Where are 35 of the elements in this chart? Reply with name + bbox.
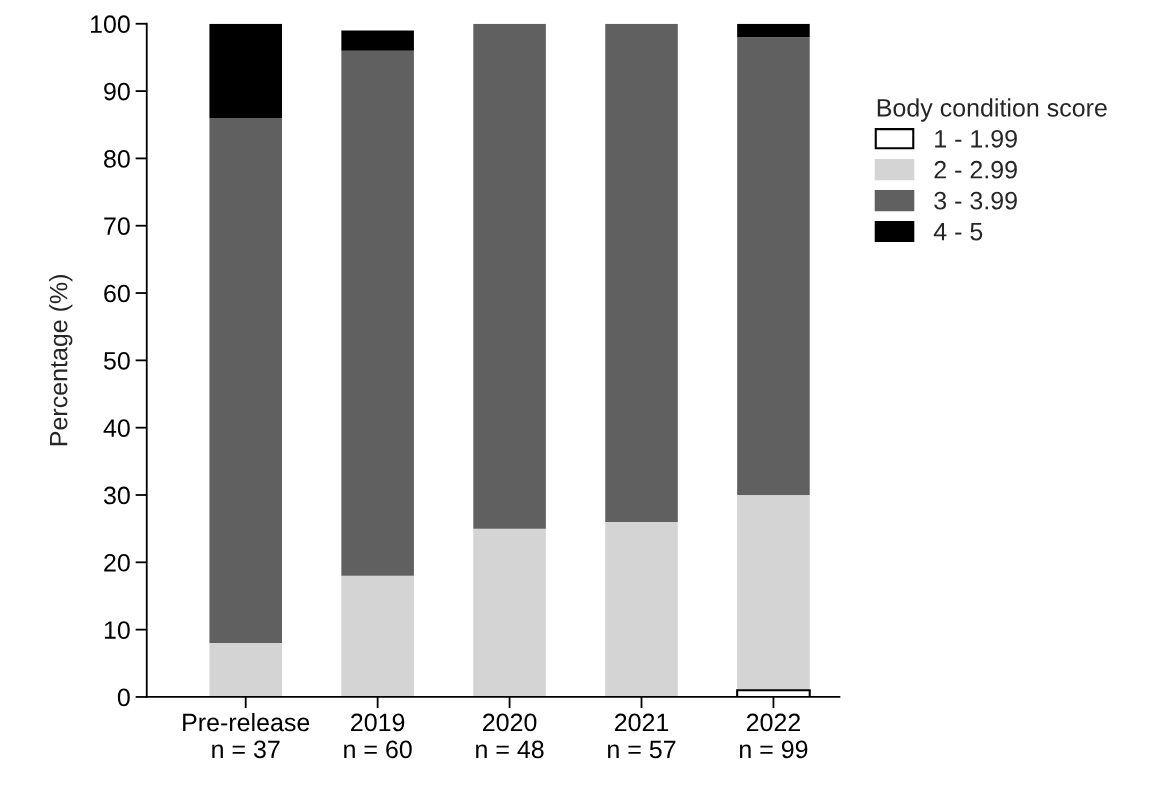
bar [737, 37, 810, 495]
x-tick-label: 2022 n = 99 [740, 713, 808, 759]
y-tick-label: 10 [104, 621, 130, 639]
bar [737, 495, 810, 691]
y-tick-label: 60 [104, 284, 130, 303]
bar [473, 528, 546, 697]
y-tick-label: 40 [103, 419, 130, 437]
y-axis-title: Percentage (%) [49, 275, 73, 446]
y-tick-label: 20 [104, 553, 130, 572]
x-tick-label: 2020 n = 48 [476, 713, 544, 759]
x-tick-label: 2019 n = 60 [344, 713, 412, 759]
bar [209, 643, 282, 697]
bar [605, 521, 678, 697]
y-tick-label: 80 [104, 150, 130, 168]
y-tick-label: 0 [117, 688, 130, 707]
legend-label: 3 - 3.99 [934, 191, 1017, 210]
x-tick-label: 2021 n = 57 [608, 713, 676, 759]
y-tick-label: 50 [103, 351, 130, 370]
bar [209, 118, 282, 644]
bar [473, 23, 546, 529]
y-tick-label: 30 [103, 486, 130, 505]
bar [341, 575, 414, 697]
legend-label: 1 - 1.99 [935, 129, 1017, 148]
bar [341, 50, 414, 576]
y-tick-label: 90 [104, 82, 130, 101]
legend-label: 2 - 2.99 [934, 160, 1017, 179]
legend-title: Body condition score [877, 98, 1107, 122]
x-tick-label: Pre-release n = 37 [183, 712, 310, 759]
legend-label: 4 - 5 [933, 223, 983, 241]
bar [737, 23, 810, 38]
bar [605, 23, 678, 522]
y-tick-label: 100 [90, 15, 130, 34]
bar [209, 23, 282, 119]
y-tick-label: 70 [104, 217, 130, 236]
bar [341, 30, 414, 51]
